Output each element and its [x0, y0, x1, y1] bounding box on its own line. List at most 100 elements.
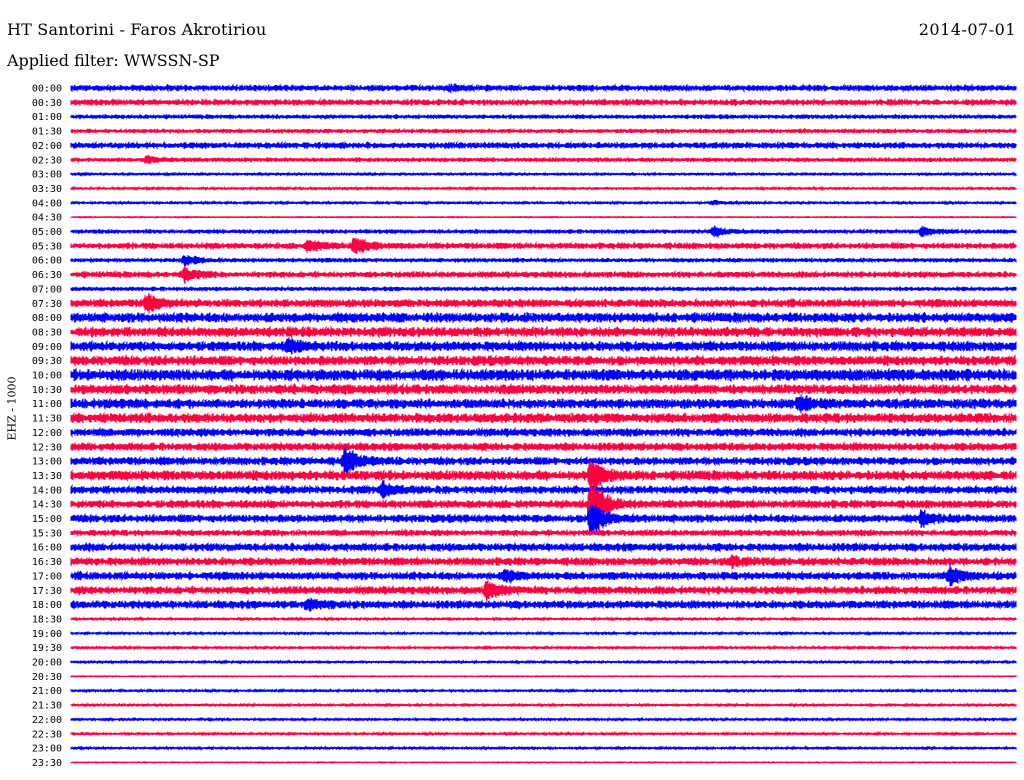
trace-line — [70, 480, 1017, 500]
trace-line — [70, 237, 1017, 255]
trace-line — [70, 411, 1017, 425]
row-time-label: 08:00 — [32, 313, 62, 324]
row-time-label: 20:00 — [32, 658, 62, 669]
trace-line — [70, 644, 1017, 651]
row-time-label: 09:30 — [32, 356, 62, 367]
row-time-label: 19:00 — [32, 629, 62, 640]
row-time-label: 07:00 — [32, 284, 62, 295]
trace-line — [70, 527, 1017, 538]
row-time-label: 18:30 — [32, 614, 62, 625]
trace-line — [70, 127, 1017, 135]
row-time-label: 15:00 — [32, 514, 62, 525]
row-time-label: 20:30 — [32, 672, 62, 683]
trace-line — [70, 659, 1017, 665]
row-time-label: 17:00 — [32, 571, 62, 582]
row-time-label: 16:30 — [32, 557, 62, 568]
row-time-label: 13:30 — [32, 471, 62, 482]
row-time-label: 22:00 — [32, 715, 62, 726]
row-time-label: 04:30 — [32, 213, 62, 224]
row-time-label: 21:00 — [32, 686, 62, 697]
trace-line — [70, 554, 1017, 570]
trace-line — [70, 441, 1017, 453]
row-time-label: 11:30 — [32, 414, 62, 425]
row-time-label: 04:00 — [32, 198, 62, 209]
trace-line — [70, 541, 1017, 554]
row-time-label: 01:00 — [32, 112, 62, 123]
trace-rows: 00:00 00:30 01:00 01:30 02:00 02:30 03:00 03:30… — [32, 82, 1017, 769]
row-time-label: 12:00 — [32, 428, 62, 439]
trace-line — [70, 745, 1017, 752]
trace-line — [70, 563, 1017, 587]
row-time-label: 00:30 — [32, 98, 62, 109]
row-time-label: 03:30 — [32, 184, 62, 195]
trace-line — [70, 140, 1017, 151]
row-time-label: 09:00 — [32, 342, 62, 353]
trace-line — [70, 446, 1017, 475]
row-time-label: 18:00 — [32, 600, 62, 611]
trace-line — [70, 730, 1017, 737]
row-time-label: 00:00 — [32, 84, 62, 95]
row-time-label: 23:30 — [32, 758, 62, 769]
trace-line — [70, 480, 1017, 528]
row-time-label: 17:30 — [32, 586, 62, 597]
row-time-label: 19:30 — [32, 643, 62, 654]
trace-line — [70, 597, 1017, 612]
trace-line — [70, 82, 1017, 94]
row-time-label: 22:30 — [32, 729, 62, 740]
row-time-label: 07:30 — [32, 299, 62, 310]
trace-line — [70, 630, 1017, 637]
trace-line — [70, 336, 1017, 355]
row-time-label: 16:00 — [32, 543, 62, 554]
trace-line — [70, 310, 1017, 325]
trace-line — [70, 199, 1017, 206]
row-time-label: 02:00 — [32, 141, 62, 152]
trace-line — [70, 616, 1017, 622]
row-time-label: 02:30 — [32, 155, 62, 166]
row-time-label: 08:30 — [32, 327, 62, 338]
trace-line — [70, 394, 1017, 414]
trace-line — [70, 171, 1017, 177]
row-time-label: 01:30 — [32, 127, 62, 138]
trace-line — [70, 215, 1017, 219]
trace-line — [70, 97, 1017, 108]
trace-line — [70, 367, 1017, 383]
row-time-label: 15:30 — [32, 528, 62, 539]
trace-line — [70, 426, 1017, 439]
row-time-label: 14:00 — [32, 485, 62, 496]
row-time-label: 23:00 — [32, 744, 62, 755]
trace-line — [70, 185, 1017, 192]
trace-line — [70, 285, 1017, 293]
trace-line — [70, 687, 1017, 694]
trace-line — [70, 292, 1017, 314]
row-time-label: 05:00 — [32, 227, 62, 238]
row-time-label: 10:30 — [32, 385, 62, 396]
row-time-label: 10:00 — [32, 371, 62, 382]
trace-line — [70, 254, 1017, 268]
row-time-label: 03:00 — [32, 170, 62, 181]
trace-line — [70, 382, 1017, 397]
trace-line — [70, 674, 1017, 678]
row-time-label: 06:30 — [32, 270, 62, 281]
trace-line — [70, 702, 1017, 708]
row-time-label: 12:30 — [32, 442, 62, 453]
row-time-label: 21:30 — [32, 701, 62, 712]
trace-line — [70, 113, 1017, 121]
trace-line — [70, 716, 1017, 723]
trace-line — [70, 265, 1017, 284]
trace-line — [70, 502, 1017, 536]
trace-line — [70, 760, 1017, 765]
filter-label: Applied filter: WWSSN-SP — [7, 51, 220, 70]
row-time-label: 13:00 — [32, 457, 62, 468]
trace-line — [70, 154, 1017, 165]
row-time-label: 06:00 — [32, 256, 62, 267]
date-label: 2014-07-01 — [918, 20, 1016, 39]
row-time-label: 11:00 — [32, 399, 62, 410]
trace-line — [70, 580, 1017, 602]
trace-line — [70, 225, 1017, 239]
row-time-label: 14:30 — [32, 500, 62, 511]
trace-line — [70, 325, 1017, 339]
trace-line — [70, 353, 1017, 368]
station-title: HT Santorini - Faros Akrotiriou — [7, 20, 267, 39]
trace-line — [70, 460, 1017, 491]
